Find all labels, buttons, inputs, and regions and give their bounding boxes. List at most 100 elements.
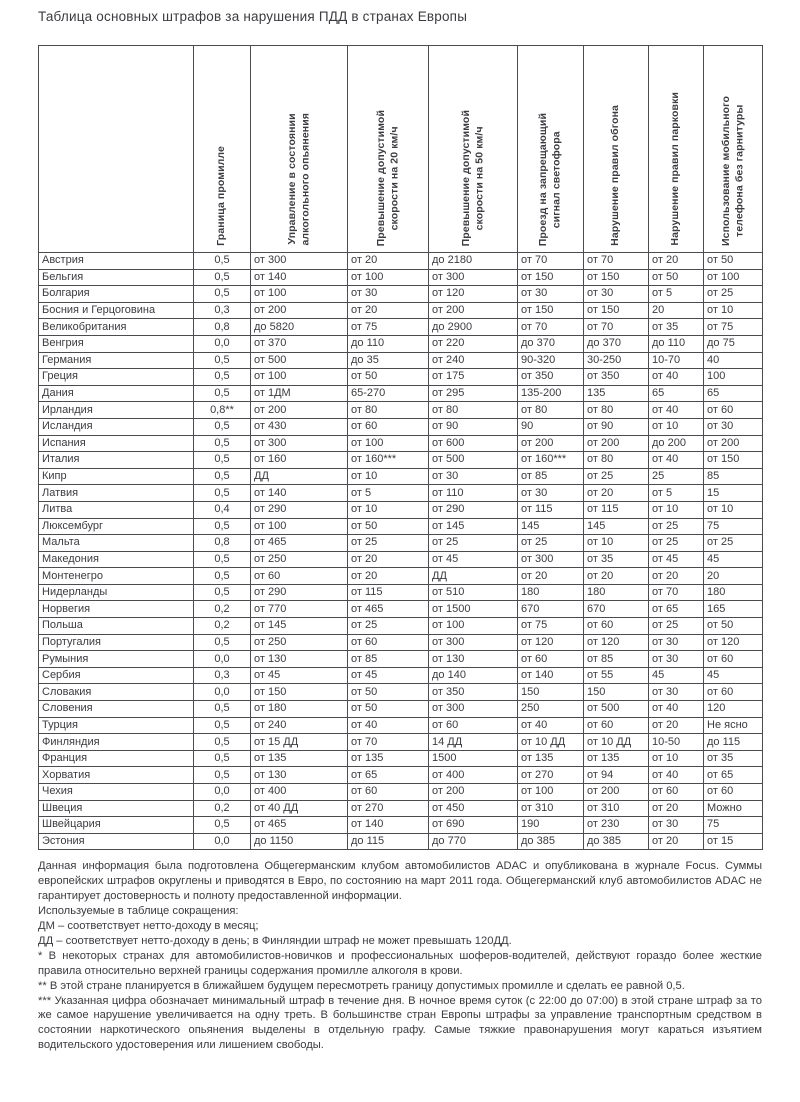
country-cell: Франция xyxy=(38,749,194,768)
table-row: Словакия 0,0 от 150 от 50 от 350 150 150 от 30 о… xyxy=(38,683,763,702)
value-cell: Не ясно xyxy=(703,716,763,735)
column-header-4: Превышение допустимой скорости на 50 км/… xyxy=(428,45,518,253)
value-cell: от 45 xyxy=(428,550,518,569)
value-cell: 90 xyxy=(517,417,584,436)
value-cell: 15 xyxy=(703,484,763,502)
value-cell: от 60 xyxy=(583,617,649,635)
value-cell: от 20 xyxy=(517,567,584,585)
table-row: Турция 0,5 от 240 от 40 от 60 от 40 от 60 от 20… xyxy=(38,716,763,735)
value-cell: 0,8 xyxy=(193,534,251,552)
value-cell: от 15 xyxy=(703,832,763,851)
value-cell: от 50 xyxy=(347,368,429,386)
value-cell: от 100 xyxy=(347,268,429,287)
country-cell: Швеция xyxy=(38,799,194,818)
value-cell: от 25 xyxy=(347,534,429,552)
value-cell: от 20 xyxy=(648,799,704,818)
table-row: Литва 0,4 от 290 от 10 от 290 от 115 от 115 от … xyxy=(38,500,763,519)
value-cell: от 10 ДД xyxy=(583,733,649,751)
country-column-header xyxy=(38,45,194,253)
column-header-7: Нарушение правил парковки xyxy=(648,45,704,253)
value-cell: от 60 xyxy=(703,783,763,801)
country-cell: Италия xyxy=(38,451,194,469)
value-cell: до 385 xyxy=(517,832,584,851)
value-cell: 30-250 xyxy=(583,351,649,370)
table-row: Румыния 0,0 от 130 от 85 от 130 от 60 от 85 от … xyxy=(38,650,763,668)
value-cell: от 20 xyxy=(648,716,704,735)
country-cell: Люксембург xyxy=(38,517,194,536)
value-cell: от 25 xyxy=(648,517,704,536)
value-cell: от 90 xyxy=(428,417,518,436)
value-cell: 0,4 xyxy=(193,500,251,519)
value-cell: от 90 xyxy=(583,417,649,436)
value-cell: 0,0 xyxy=(193,334,251,353)
fines-table: Граница промилле Управление в состоянии а… xyxy=(38,45,763,851)
value-cell: от 770 xyxy=(250,600,348,619)
value-cell: от 50 xyxy=(347,517,429,536)
table-body: Австрия 0,5 от 300 от 20 до 2180 от 70 от 70 от… xyxy=(38,252,763,851)
country-cell: Португалия xyxy=(38,633,194,652)
value-cell: от 310 xyxy=(583,799,649,818)
value-cell: от 60 xyxy=(517,650,584,668)
value-cell: от 200 xyxy=(583,783,649,801)
column-header-wrap: Управление в состоянии алкогольного опья… xyxy=(251,46,347,252)
column-header-3: Превышение допустимой скорости на 20 км/… xyxy=(347,45,429,253)
country-cell: Монтенегро xyxy=(38,567,194,585)
value-cell: 10-50 xyxy=(648,733,704,751)
country-cell: Великобритания xyxy=(38,318,194,336)
value-cell: 0,5 xyxy=(193,285,251,303)
value-cell: до 2900 xyxy=(428,318,518,336)
value-cell: 10-70 xyxy=(648,351,704,370)
value-cell: от 135 xyxy=(517,749,584,768)
column-header-label: Использование мобильного телефона без га… xyxy=(719,96,746,246)
table-row: Франция 0,5 от 135 от 135 1500 от 135 от 135 от… xyxy=(38,749,763,768)
abbreviation-dm: ДМ – соответствует нетто-доходу в месяц; xyxy=(38,920,259,932)
value-cell: ДД xyxy=(428,567,518,585)
value-cell: от 150 xyxy=(583,268,649,287)
country-cell: Норвегия xyxy=(38,600,194,619)
value-cell: 250 xyxy=(517,700,584,718)
value-cell: от 25 xyxy=(428,534,518,552)
value-cell: от 400 xyxy=(428,766,518,784)
table-row: Монтенегро 0,5 от 60 от 20 ДД от 20 от 20 от 20… xyxy=(38,567,763,585)
value-cell: 0,8 xyxy=(193,318,251,336)
value-cell: от 100 xyxy=(703,268,763,287)
value-cell: 85 xyxy=(703,467,763,486)
value-cell: 0,5 xyxy=(193,567,251,585)
value-cell: от 35 xyxy=(703,749,763,768)
country-cell: Турция xyxy=(38,716,194,735)
value-cell: от 20 xyxy=(347,567,429,585)
column-header-label: Проезд на запрещающий сигнал светофора xyxy=(537,112,563,246)
value-cell: 0,2 xyxy=(193,600,251,619)
value-cell: от 510 xyxy=(428,583,518,602)
value-cell: от 200 xyxy=(703,434,763,453)
column-header-1: Граница промилле xyxy=(193,45,251,253)
value-cell: от 5 xyxy=(648,285,704,303)
value-cell: 0,5 xyxy=(193,633,251,652)
value-cell: от 110 xyxy=(428,484,518,502)
value-cell: от 130 xyxy=(250,650,348,668)
value-cell: от 350 xyxy=(583,368,649,386)
value-cell: 0,5 xyxy=(193,550,251,569)
value-cell: от 25 xyxy=(583,467,649,486)
country-cell: Греция xyxy=(38,368,194,386)
value-cell: от 430 xyxy=(250,417,348,436)
value-cell: от 10 xyxy=(648,500,704,519)
country-cell: Исландия xyxy=(38,417,194,436)
value-cell: от 30 xyxy=(648,633,704,652)
value-cell: от 60 xyxy=(583,716,649,735)
value-cell: от 65 xyxy=(648,600,704,619)
value-cell: 670 xyxy=(583,600,649,619)
value-cell: от 5 xyxy=(347,484,429,502)
value-cell: 45 xyxy=(703,666,763,685)
value-cell: от 40 xyxy=(347,716,429,735)
value-cell: 0,5 xyxy=(193,484,251,502)
value-cell: от 10 ДД xyxy=(517,733,584,751)
value-cell: от 75 xyxy=(347,318,429,336)
value-cell: от 290 xyxy=(428,500,518,519)
value-cell: от 20 xyxy=(583,567,649,585)
table-row: Италия 0,5 от 160 от 160*** от 500 от 160*** о… xyxy=(38,451,763,469)
value-cell: до 2180 xyxy=(428,252,518,270)
column-header-wrap: Нарушение правил парковки xyxy=(649,46,703,252)
value-cell: от 30 xyxy=(648,683,704,702)
